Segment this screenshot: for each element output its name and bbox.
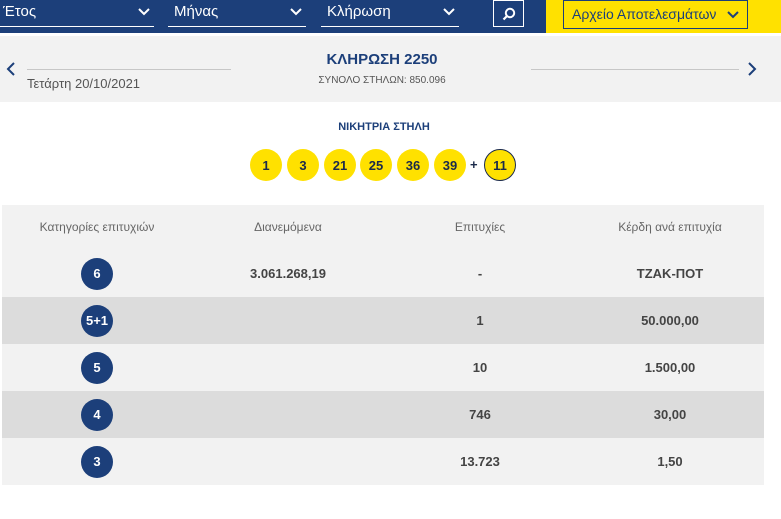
category-badge: 3 (81, 445, 113, 478)
winning-number: 3 (287, 149, 319, 181)
category-cell: 6 (2, 250, 192, 297)
divider (27, 69, 231, 70)
category-badge: 5+1 (81, 304, 113, 337)
year-select[interactable]: Έτος (0, 0, 154, 27)
winning-number: 25 (360, 149, 392, 181)
table-row: 3 13.723 1,50 (2, 438, 764, 485)
year-select-label: Έτος (3, 3, 37, 20)
table-header: Κατηγορίες επιτυχιών Διανεμόμενα Επιτυχί… (2, 205, 764, 250)
chevron-down-icon (290, 8, 302, 16)
distributed-cell (192, 344, 384, 391)
winning-number: 21 (324, 149, 356, 181)
draw-select[interactable]: Κλήρωση (321, 0, 459, 27)
category-cell: 5+1 (2, 297, 192, 344)
month-select[interactable]: Μήνας (168, 0, 306, 27)
results-table: Κατηγορίες επιτυχιών Διανεμόμενα Επιτυχί… (2, 205, 764, 485)
category-cell: 4 (2, 391, 192, 438)
chevron-left-icon[interactable] (4, 62, 18, 76)
winning-column-label: ΝΙΚΗΤΡΙΑ ΣΤΗΛΗ (338, 121, 430, 133)
header-distributed: Διανεμόμενα (254, 220, 322, 234)
search-icon (502, 7, 515, 20)
filter-bar: Έτος Μήνας Κλήρωση Αρχείο Αποτελεσμάτων (0, 0, 781, 33)
table-row: 5 10 1.500,00 (2, 344, 764, 391)
winners-cell: - (477, 266, 483, 281)
table-row: 6 3.061.268,19 - ΤΖΑΚ-ΠΟΤ (2, 250, 764, 297)
category-badge: 6 (81, 257, 113, 290)
distributed-cell (192, 297, 384, 344)
header-categories: Κατηγορίες επιτυχιών (39, 220, 155, 234)
plus-sign: + (470, 157, 478, 172)
winning-number: 36 (397, 149, 429, 181)
prize-cell: 1,50 (657, 454, 683, 469)
winning-number: 1 (250, 149, 282, 181)
category-badge: 4 (81, 398, 113, 431)
table-row: 4 746 30,00 (2, 391, 764, 438)
winners-cell: 10 (472, 360, 488, 375)
header-winners: Επιτυχίες (454, 220, 506, 234)
chevron-down-icon (727, 11, 739, 19)
winning-number: 39 (434, 149, 466, 181)
archive-area: Αρχείο Αποτελεσμάτων (546, 0, 781, 33)
month-select-label: Μήνας (174, 3, 219, 20)
category-cell: 5 (2, 344, 192, 391)
draw-select-label: Κλήρωση (327, 3, 391, 20)
prize-cell: 1.500,00 (644, 360, 696, 375)
archive-dropdown-label: Αρχείο Αποτελεσμάτων (572, 6, 717, 22)
winners-cell: 746 (469, 407, 491, 422)
draw-date: Τετάρτη 20/10/2021 (27, 76, 141, 91)
chevron-down-icon (138, 8, 150, 16)
total-columns: ΣΥΝΟΛΟ ΣΤΗΛΩΝ: 850.096 (318, 75, 446, 86)
table-row: 5+1 1 50.000,00 (2, 297, 764, 344)
chevron-down-icon (443, 8, 455, 16)
category-cell: 3 (2, 438, 192, 485)
prize-cell: 30,00 (653, 407, 687, 422)
winners-cell: 1 (476, 313, 484, 328)
prize-cell: 50.000,00 (641, 313, 699, 328)
distributed-cell (192, 438, 384, 485)
winners-cell: 13.723 (460, 454, 500, 469)
chevron-right-icon[interactable] (745, 62, 759, 76)
category-badge: 5 (81, 351, 113, 384)
distributed-cell (192, 391, 384, 438)
archive-dropdown[interactable]: Αρχείο Αποτελεσμάτων (563, 0, 748, 29)
header-prize: Κέρδη ανά επιτυχία (618, 220, 722, 234)
prize-cell: ΤΖΑΚ-ΠΟΤ (636, 266, 704, 281)
search-button[interactable] (493, 0, 524, 27)
draw-header: ΚΛΗΡΩΣΗ 2250 ΣΥΝΟΛΟ ΣΤΗΛΩΝ: 850.096 Τετά… (0, 36, 781, 102)
draw-title: ΚΛΗΡΩΣΗ 2250 (326, 51, 438, 68)
joker-number: 11 (484, 149, 516, 181)
divider (531, 69, 739, 70)
distributed-cell: 3.061.268,19 (250, 266, 326, 281)
